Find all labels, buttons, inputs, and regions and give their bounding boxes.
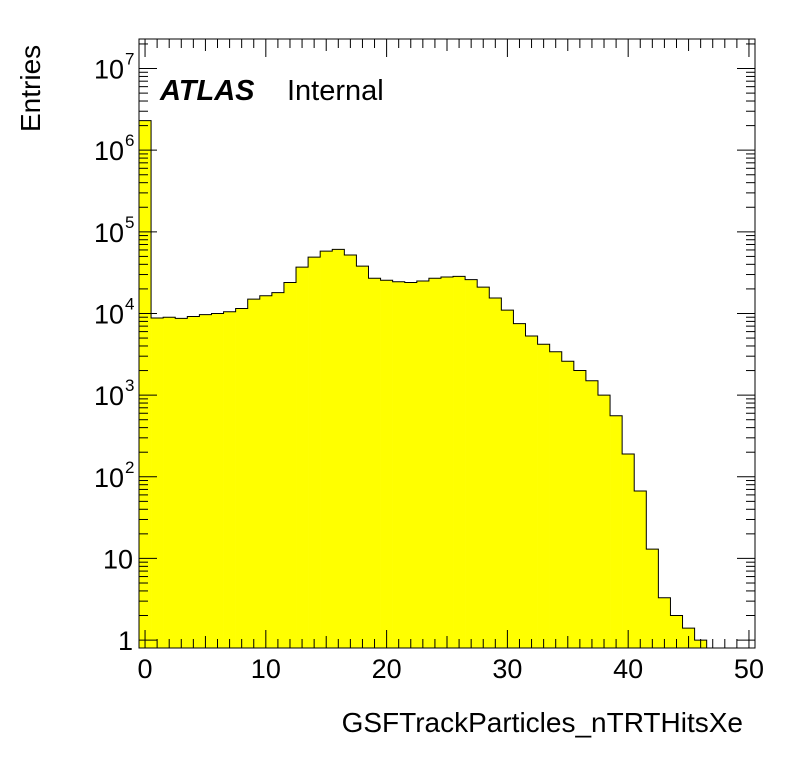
histogram-bar	[453, 276, 466, 648]
x-axis-label: GSFTrackParticles_nTRTHitsXe	[342, 707, 743, 738]
y-tick-label: 10 7	[94, 50, 135, 85]
x-tick-label: 50	[734, 654, 764, 684]
histogram-bar	[356, 266, 369, 648]
histogram-outline	[138, 120, 755, 649]
histogram-bar	[561, 361, 575, 648]
histogram-bar	[235, 308, 249, 648]
histogram-bar	[477, 287, 490, 648]
histogram-bar	[163, 317, 176, 648]
histogram-bar	[489, 297, 502, 648]
y-tick-label: 10 3	[94, 376, 135, 411]
histogram-bar	[199, 314, 212, 648]
y-tick-exponent: 2	[125, 458, 134, 477]
histogram-bar	[670, 615, 683, 648]
x-tick-label: 40	[613, 654, 643, 684]
histogram-bar	[428, 278, 442, 648]
histogram-bar	[549, 351, 563, 648]
y-tick-base: 10	[94, 463, 124, 493]
histogram-bar	[465, 279, 478, 648]
y-tick-exponent: 4	[125, 294, 134, 313]
y-tick-label: 10 6	[94, 131, 135, 166]
y-tick-exponent: 5	[125, 213, 134, 232]
histogram-bar	[247, 299, 261, 648]
histogram-bar	[573, 370, 587, 648]
atlas-label-text: Internal	[287, 75, 384, 107]
histogram-bar	[368, 278, 381, 648]
histogram-bar	[634, 490, 647, 648]
histogram-bar	[320, 251, 333, 648]
atlas-label: ATLAS Internal	[159, 75, 384, 107]
y-tick-exponent: 7	[125, 50, 134, 69]
histogram-bar	[440, 276, 454, 648]
y-tick-base: 10	[94, 136, 124, 166]
histogram-bar	[308, 257, 321, 648]
histogram-bar	[646, 549, 659, 648]
y-tick-base: 1	[118, 626, 133, 656]
y-tick-exponent: 6	[125, 131, 134, 150]
histogram-bars	[139, 120, 707, 649]
y-tick-label: 10 2	[94, 458, 135, 493]
histogram-bar	[622, 454, 635, 648]
y-tick-label: 10 5	[94, 213, 135, 248]
histogram-bar	[296, 267, 309, 648]
x-tick-label: 0	[138, 654, 153, 684]
histogram-bar	[513, 323, 526, 648]
y-tick-label: 10	[103, 544, 133, 574]
y-tick-label: 1	[118, 626, 133, 656]
y-tick-base: 10	[103, 544, 133, 574]
histogram-bar	[223, 311, 236, 648]
histogram-bar	[658, 597, 671, 648]
histogram-bar	[332, 249, 345, 649]
histogram-bar	[187, 316, 200, 648]
x-tick-label: 10	[251, 654, 281, 684]
y-tick-label: 10 4	[94, 294, 135, 329]
histogram-bar	[175, 318, 188, 648]
histogram-bar	[610, 415, 623, 648]
histogram-bar	[283, 282, 297, 648]
histogram-bar	[416, 280, 430, 648]
histogram-bar	[380, 280, 393, 648]
y-tick-base: 10	[94, 218, 124, 248]
histogram-bar	[392, 281, 406, 648]
atlas-label-bold: ATLAS	[159, 75, 255, 107]
y-tick-base: 10	[94, 55, 124, 85]
histogram-bar	[139, 120, 152, 649]
histogram-bar	[597, 395, 611, 648]
axis-ticks	[139, 39, 755, 648]
histogram-bar	[585, 380, 599, 648]
y-axis-label: Entries	[15, 45, 46, 132]
histogram-bar	[404, 282, 418, 648]
histogram-bar	[211, 313, 224, 648]
y-tick-base: 10	[94, 381, 124, 411]
x-tick-labels: 0 10 20 30 40 50	[138, 654, 764, 684]
y-tick-base: 10	[94, 299, 124, 329]
histogram-bar	[151, 318, 164, 648]
histogram-bar	[537, 344, 550, 648]
histogram-bar	[344, 255, 357, 649]
histogram-bar	[501, 310, 514, 648]
x-tick-label: 30	[492, 654, 522, 684]
y-tick-exponent: 3	[125, 376, 134, 395]
histogram-bar	[259, 295, 273, 648]
histogram-bar	[271, 292, 285, 648]
histogram-bar	[525, 335, 538, 648]
x-tick-label: 20	[372, 654, 402, 684]
